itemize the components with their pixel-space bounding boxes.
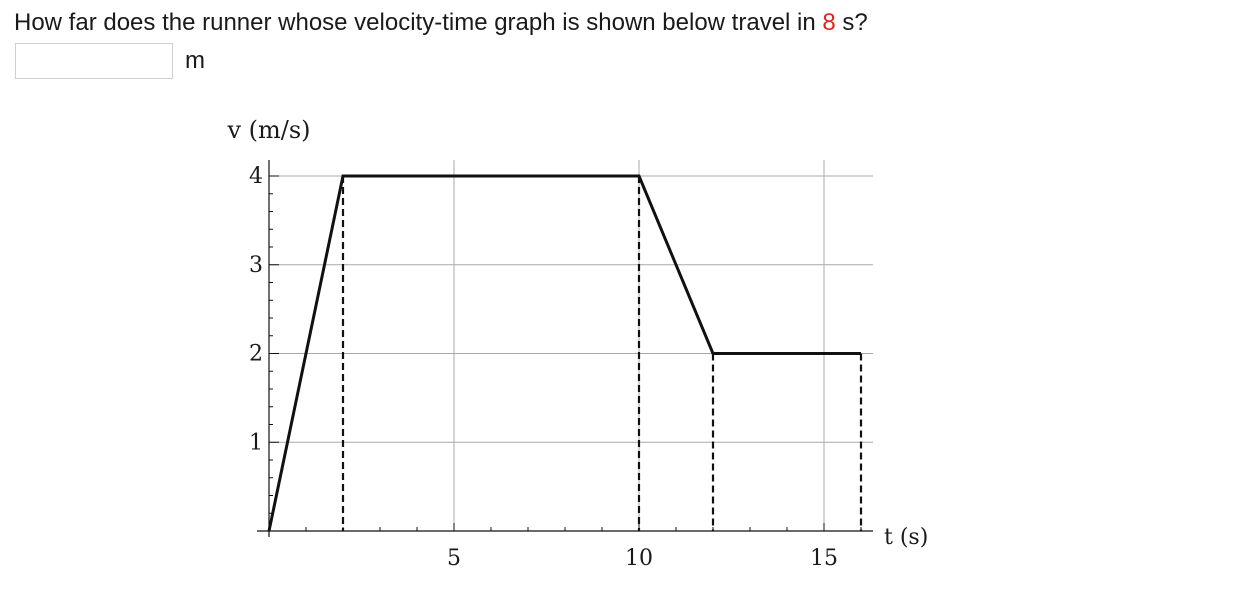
answer-input[interactable] <box>15 43 173 79</box>
answer-unit: m <box>185 47 205 74</box>
question-prefix: How far does the runner whose velocity-t… <box>14 9 823 36</box>
chart-grid <box>269 160 873 531</box>
velocity-series-line <box>267 174 861 532</box>
chart-series <box>267 174 861 532</box>
chart-dashed-guides <box>341 176 863 531</box>
chart-labels: 5 10 15 1 2 3 4 v (m/s) t (s) <box>226 116 928 571</box>
y-axis-label: v (m/s) <box>226 116 310 144</box>
y-tick-label: 1 <box>249 430 263 455</box>
y-tick-label: 4 <box>249 164 263 189</box>
x-tick-label: 10 <box>625 546 653 571</box>
question-text: How far does the runner whose velocity-t… <box>14 6 868 40</box>
chart-axes <box>257 160 873 537</box>
x-axis-label: t (s) <box>884 525 928 550</box>
y-tick-label: 2 <box>249 342 263 367</box>
answer-row: m <box>15 43 205 79</box>
y-tick-label: 3 <box>249 253 263 278</box>
question-time-value: 8 <box>822 9 836 36</box>
x-tick-label: 15 <box>810 546 838 571</box>
x-tick-label: 5 <box>447 546 461 571</box>
question-suffix: s? <box>835 9 868 36</box>
